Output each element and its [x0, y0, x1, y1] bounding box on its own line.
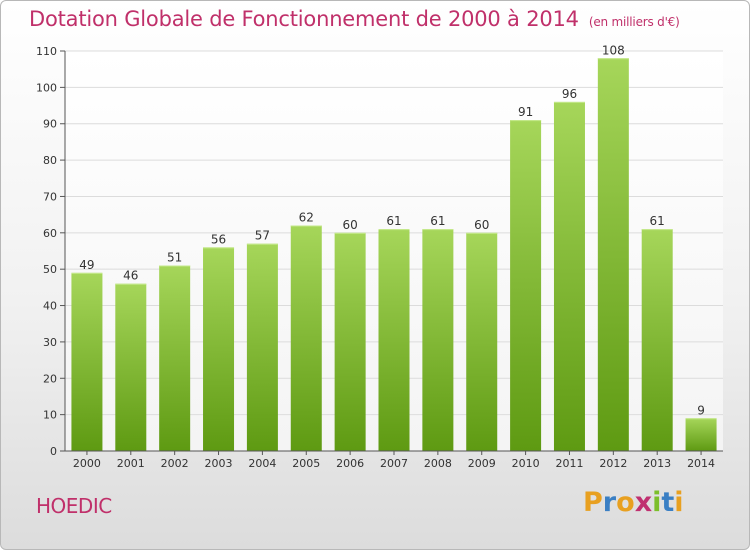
bar-2014[interactable] — [685, 418, 717, 451]
x-tick-label: 2005 — [292, 457, 320, 470]
data-label: 51 — [167, 251, 182, 265]
x-tick-label: 2000 — [73, 457, 101, 470]
bar-2002[interactable] — [159, 265, 191, 451]
bar-2011[interactable] — [553, 101, 585, 451]
town-name: HOEDIC — [36, 494, 112, 518]
bar-2001[interactable] — [115, 283, 147, 451]
proxiti-logo[interactable]: Proxiti — [583, 487, 684, 518]
bar-2003[interactable] — [203, 247, 235, 451]
data-label: 57 — [255, 229, 270, 243]
data-label: 61 — [430, 214, 445, 228]
x-tick-label: 2010 — [512, 457, 540, 470]
bar-2012[interactable] — [597, 58, 629, 451]
data-label: 61 — [386, 214, 401, 228]
x-tick-label: 2012 — [599, 457, 627, 470]
data-label: 91 — [518, 105, 533, 119]
data-label: 49 — [79, 258, 94, 272]
y-tick-label: 10 — [43, 409, 57, 422]
x-tick-label: 2014 — [687, 457, 715, 470]
bar-2013[interactable] — [641, 229, 673, 451]
data-label: 60 — [342, 218, 357, 232]
x-tick-label: 2006 — [336, 457, 364, 470]
bar-2007[interactable] — [378, 229, 410, 451]
y-tick-label: 40 — [43, 300, 57, 313]
y-tick-label: 50 — [43, 263, 57, 276]
logo-letter: i — [652, 487, 662, 518]
logo-letter: r — [602, 487, 617, 518]
y-tick-label: 30 — [43, 336, 57, 349]
y-tick-label: 100 — [36, 81, 57, 94]
x-tick-label: 2004 — [248, 457, 276, 470]
chart-unit: (en milliers d'€) — [588, 15, 680, 29]
y-tick-label: 60 — [43, 227, 57, 240]
bar-2010[interactable] — [510, 120, 542, 451]
chart-title-text: Dotation Globale de Fonctionnement de 20… — [29, 7, 579, 31]
data-label: 46 — [123, 269, 138, 283]
x-tick-label: 2003 — [205, 457, 233, 470]
x-tick-label: 2008 — [424, 457, 452, 470]
y-tick-label: 80 — [43, 154, 57, 167]
y-tick-label: 0 — [50, 445, 57, 458]
data-label: 9 — [697, 403, 705, 417]
logo-letter: t — [661, 487, 675, 518]
data-label: 108 — [602, 43, 625, 57]
bar-2009[interactable] — [466, 232, 498, 451]
data-label: 96 — [562, 87, 577, 101]
y-tick-label: 70 — [43, 190, 57, 203]
x-tick-label: 2011 — [555, 457, 583, 470]
bar-2004[interactable] — [246, 243, 278, 451]
x-tick-label: 2002 — [161, 457, 189, 470]
y-tick-label: 20 — [43, 372, 57, 385]
logo-letter: o — [616, 487, 635, 518]
y-tick-label: 90 — [43, 118, 57, 131]
bar-2006[interactable] — [334, 232, 366, 451]
x-tick-label: 2013 — [643, 457, 671, 470]
bar-2005[interactable] — [290, 225, 322, 451]
bar-2008[interactable] — [422, 229, 454, 451]
logo-letter: i — [674, 487, 684, 518]
y-tick-label: 110 — [36, 45, 57, 58]
data-label: 56 — [211, 232, 226, 246]
data-label: 62 — [299, 211, 314, 225]
x-tick-label: 2007 — [380, 457, 408, 470]
bar-2000[interactable] — [71, 272, 103, 451]
x-tick-label: 2009 — [468, 457, 496, 470]
logo-letter: P — [583, 487, 603, 518]
logo-letter: x — [634, 487, 653, 518]
chart-title: Dotation Globale de Fonctionnement de 20… — [29, 7, 680, 31]
x-tick-label: 2001 — [117, 457, 145, 470]
data-label: 60 — [474, 218, 489, 232]
data-label: 61 — [650, 214, 665, 228]
